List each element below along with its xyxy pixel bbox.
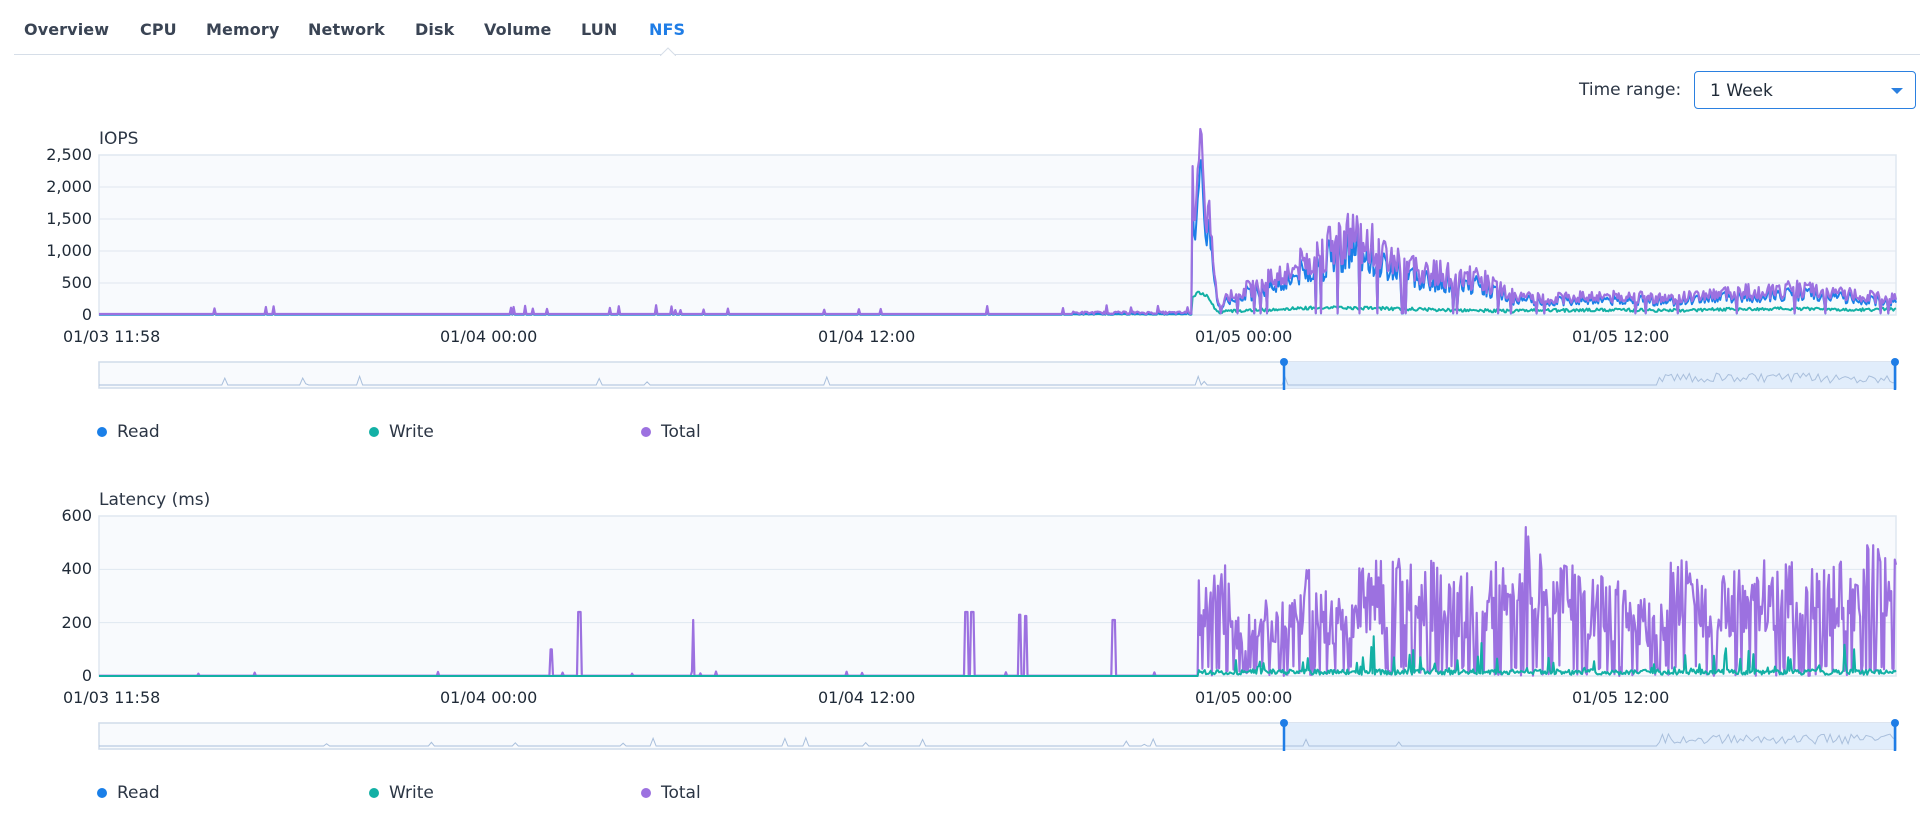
y-axis-tick: 0: [81, 305, 92, 324]
time-range-value: 1 Week: [1710, 81, 1773, 101]
latency-range-navigator[interactable]: [98, 719, 1899, 753]
legend-label: Read: [117, 783, 160, 803]
y-axis-tick: 1,500: [46, 209, 92, 228]
y-axis-tick: 2,000: [46, 177, 92, 196]
y-axis-tick: 0: [81, 666, 92, 685]
legend-label: Write: [389, 783, 434, 803]
x-axis-tick: 01/03 11:58: [63, 327, 161, 346]
legend-dot-icon: [369, 427, 379, 437]
x-axis-tick: 01/05 12:00: [1572, 688, 1670, 707]
range-handle-left[interactable]: [1280, 358, 1288, 390]
tab-memory[interactable]: Memory: [206, 20, 280, 39]
tab-disk[interactable]: Disk: [415, 20, 455, 39]
legend-dot-icon: [97, 427, 107, 437]
legend-label: Write: [389, 422, 434, 442]
range-handle-right[interactable]: [1891, 719, 1899, 751]
legend-dot-icon: [641, 788, 651, 798]
y-axis-tick: 200: [61, 612, 92, 632]
y-axis-tick: 500: [61, 273, 92, 292]
x-axis-tick: 01/04 00:00: [440, 688, 538, 707]
total-series: [99, 127, 1898, 316]
legend-label: Total: [661, 783, 701, 803]
tab-nfs[interactable]: NFS: [649, 20, 686, 39]
y-axis-tick: 1,000: [46, 241, 92, 260]
latency-chart-plot[interactable]: [98, 515, 1898, 677]
tab-overview[interactable]: Overview: [24, 20, 110, 39]
x-axis-tick: 01/04 00:00: [440, 327, 538, 346]
range-handle-right[interactable]: [1891, 358, 1899, 390]
x-axis-tick: 01/04 12:00: [818, 327, 916, 346]
time-range-label: Time range:: [1579, 80, 1682, 100]
legend-label: Total: [661, 422, 701, 442]
range-handle-left[interactable]: [1280, 719, 1288, 751]
chevron-down-icon: [1891, 88, 1903, 94]
legend-dot-icon: [369, 788, 379, 798]
iops-range-navigator[interactable]: [98, 358, 1899, 392]
x-axis-tick: 01/04 12:00: [818, 688, 916, 707]
iops-chart-title: IOPS: [99, 129, 139, 149]
x-axis-tick: 01/05 00:00: [1195, 688, 1293, 707]
y-axis-tick: 2,500: [46, 145, 92, 164]
time-range-select[interactable]: 1 Week: [1694, 71, 1916, 109]
legend-dot-icon: [641, 427, 651, 437]
tab-volume[interactable]: Volume: [484, 20, 552, 39]
x-axis-tick: 01/05 00:00: [1195, 327, 1293, 346]
tab-network[interactable]: Network: [308, 20, 385, 39]
y-axis-tick: 600: [61, 506, 92, 525]
x-axis-tick: 01/03 11:58: [63, 688, 161, 707]
latency-chart-title: Latency (ms): [99, 490, 211, 510]
tab-lun[interactable]: LUN: [581, 20, 618, 39]
tab-bar: Overview CPU Memory Network Disk Volume LUN NFS: [14, 0, 1920, 56]
y-axis-tick: 400: [61, 559, 92, 579]
tab-cpu[interactable]: CPU: [140, 20, 177, 39]
legend-label: Read: [117, 422, 160, 442]
write-series: [99, 635, 1897, 677]
legend-dot-icon: [97, 788, 107, 798]
x-axis-tick: 01/05 12:00: [1572, 327, 1670, 346]
active-tab-caret-icon: [660, 47, 676, 56]
iops-chart-plot[interactable]: [98, 127, 1898, 316]
